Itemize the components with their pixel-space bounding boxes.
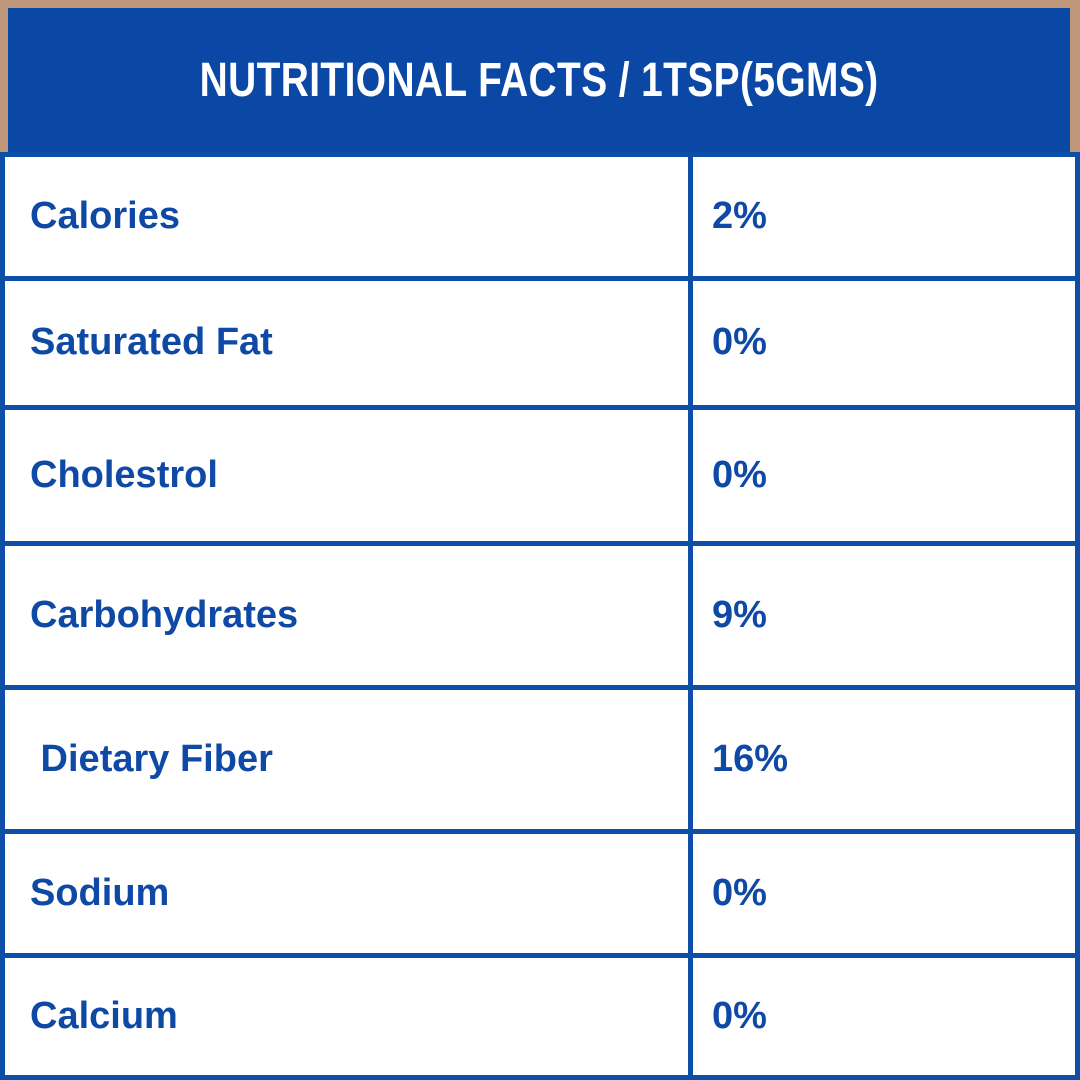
row-label: Saturated Fat bbox=[5, 281, 693, 405]
row-value: 16% bbox=[712, 738, 789, 781]
header-banner: NUTRITIONAL FACTS / 1TSP(5GMS) bbox=[8, 8, 1070, 152]
row-label: Dietary Fiber bbox=[5, 690, 693, 830]
row-label: Calories bbox=[5, 157, 693, 277]
table-row-calories: Calories 2% bbox=[5, 157, 1075, 282]
table-row-cholestrol: Cholestrol 0% bbox=[5, 409, 1075, 546]
table-row-dietary-fiber: Dietary Fiber 16% bbox=[5, 690, 1075, 835]
table-row-saturated-fat: Saturated Fat 0% bbox=[5, 281, 1075, 410]
row-value: 0% bbox=[712, 321, 767, 364]
row-label: Cholestrol bbox=[5, 409, 693, 541]
header-title: NUTRITIONAL FACTS / 1TSP(5GMS) bbox=[199, 53, 879, 107]
row-value: 9% bbox=[712, 593, 767, 636]
row-label: Calcium bbox=[5, 957, 693, 1075]
row-label: Sodium bbox=[5, 834, 693, 953]
row-value: 0% bbox=[712, 871, 767, 914]
row-label: Carbohydrates bbox=[5, 545, 693, 686]
table-row-carbohydrates: Carbohydrates 9% bbox=[5, 545, 1075, 691]
row-value: 2% bbox=[712, 195, 767, 238]
row-value: 0% bbox=[712, 994, 767, 1037]
table-row-calcium: Calcium 0% bbox=[5, 957, 1075, 1075]
table-row-sodium: Sodium 0% bbox=[5, 834, 1075, 958]
nutrition-facts-table: Calories 2% Saturated Fat 0% Cholestrol … bbox=[0, 152, 1080, 1080]
row-value: 0% bbox=[712, 453, 767, 496]
